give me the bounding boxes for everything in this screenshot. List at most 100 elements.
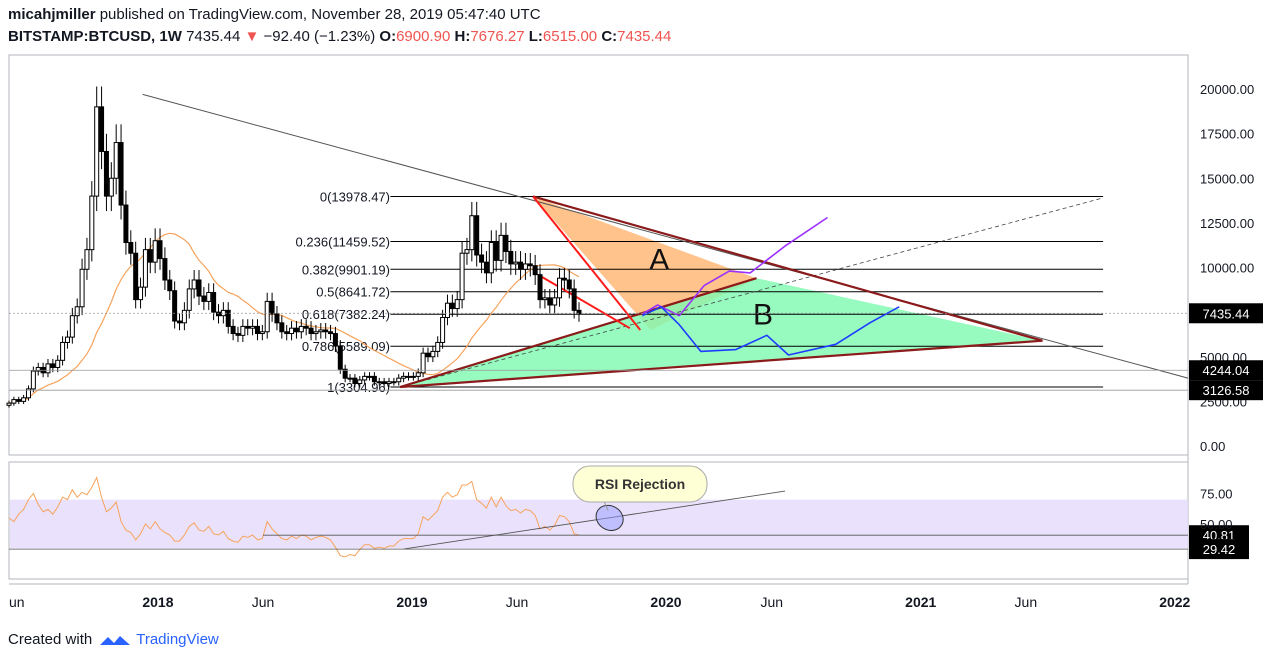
candle-up [362,375,368,381]
price-tick-label: 10000.00 [1200,261,1254,276]
time-tick-label: Jun [252,594,275,610]
candle-up [410,375,416,378]
candle-down [99,106,105,152]
candle-up [191,279,197,290]
middle-triangle-line [399,277,757,389]
candle-up [25,388,31,399]
candle-up [152,240,158,263]
candle-down [503,234,509,252]
candle-down [483,261,489,274]
open-label: O: [379,28,397,45]
low-value: 6515.00 [542,28,598,45]
blue-projection-path [641,305,900,356]
candle-down [537,274,543,301]
candle-down [274,313,280,324]
candle-up [240,325,246,336]
price-label-box [1189,380,1263,401]
price-label-box [1189,360,1263,381]
time-tick-label: 2020 [650,594,681,610]
price-change: −92.40 (−1.23%) [263,28,376,45]
candle-up [142,249,148,288]
time-tick-label: 2021 [905,594,936,610]
candle-up [74,306,80,317]
candle-up [94,106,100,197]
candle-up [420,352,426,374]
triangle-a-label: A [649,243,669,276]
candle-up [391,381,397,384]
candle-up [513,261,519,265]
candle-down [576,309,582,315]
candle-up [264,300,270,333]
candle-up [11,399,17,404]
candle-down [518,261,524,270]
rsi-callout-bubble [572,465,708,503]
time-tick-label: Jun [761,594,784,610]
candle-down [235,333,241,336]
candle-down [215,311,221,317]
candle-down [172,290,178,322]
low-label: L: [528,28,543,45]
candle-up [84,249,90,270]
candle-up [55,359,61,368]
candle-down [279,322,285,333]
candle-down [532,265,538,276]
price-label-box [1189,303,1263,324]
candle-up [30,370,36,390]
fib-level-label: 0.5(8641.72) [316,285,390,300]
candle-down [308,327,314,335]
rsi-tick-label: 50.00 [1200,517,1233,532]
candle-up [415,372,421,377]
red-channel-line [537,273,631,330]
candle-up [45,363,51,374]
candle-up [454,299,460,310]
moving-average-line [8,232,580,404]
rsi-trend-line [403,490,786,550]
fib-level-label: 0.236(11459.52) [296,234,390,249]
candle-up [64,336,70,343]
candle-down [323,329,329,333]
candle-down [527,263,533,267]
candle-up [498,234,504,261]
candle-down [493,242,499,261]
price-label-text: 7435.44 [1203,306,1250,321]
footer: Created with TradingView [8,631,219,648]
triangle-b [400,278,1043,387]
triangle-b-label: B [753,299,773,332]
candle-down [508,250,514,265]
author-link[interactable]: micahjmiller [8,6,96,23]
rsi-label-text: 29.42 [1203,542,1236,557]
candle-down [211,291,217,313]
high-value: 7676.27 [470,28,525,45]
candle-down [371,375,377,383]
candle-up [69,315,75,338]
candle-up [367,375,373,378]
candle-down [352,377,358,385]
candle-down [561,277,567,281]
candle-up [186,288,192,311]
candle-up [552,297,558,306]
time-tick-label: un [9,594,25,610]
close-value: 7435.44 [617,28,672,45]
candle-down [16,399,22,402]
candle-down [479,254,485,263]
candle-up [318,329,324,333]
tradingview-brand-link[interactable]: TradingView [136,631,219,648]
time-tick-label: Jun [1015,594,1038,610]
symbol-legend: BITSTAMP:BTCUSD, 1W 7435.44 ▼ −92.40 (−1… [8,28,671,45]
price-label-text: 4244.04 [1203,363,1250,378]
candle-up [21,397,27,402]
rsi-callout-text: RSI Rejection [595,476,685,492]
candle-down [177,320,183,324]
fib-level-label: 0.382(9901.19) [302,262,390,277]
time-tick-label: 2022 [1159,594,1190,610]
candle-down [381,381,387,385]
candle-down [245,325,251,329]
candle-down [571,288,577,311]
candle-down [547,297,553,306]
candle-down [230,325,236,335]
symbol-name: BITSTAMP:BTCUSD, 1W [8,28,182,45]
candle-up [464,249,470,254]
candle-up [6,402,12,406]
candle-up [469,215,475,251]
